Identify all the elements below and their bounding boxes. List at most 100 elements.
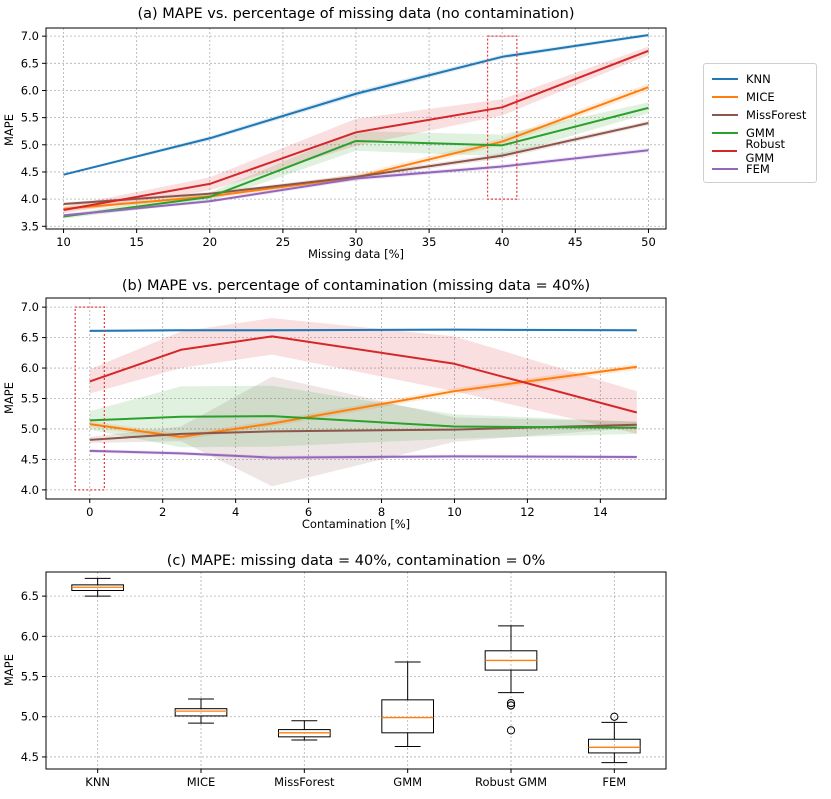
panel-b-band-mice (89, 363, 637, 440)
panel-a-ytick-label: 6.0 (21, 83, 39, 97)
panel-a-xtick-label: 30 (349, 235, 364, 249)
panel-a-ytick-label: 4.5 (21, 165, 39, 179)
legend-label-fem: FEM (746, 162, 770, 176)
panel-a-xtick-label: 40 (495, 235, 510, 249)
panel-b-line-gmm (89, 415, 637, 429)
panel-a-xtick-label: 35 (422, 235, 437, 249)
legend-swatch-gmm (712, 132, 738, 134)
legend-label-missforest: MissForest (746, 108, 807, 122)
panel-a-line-missforest (63, 122, 649, 206)
panel-a-ylabel: MAPE (2, 114, 16, 146)
panel-a-ytick-label: 7.0 (21, 29, 39, 43)
panel-b-ytick-label: 5.5 (21, 392, 39, 406)
panel-c-outlier-fem (610, 712, 619, 721)
legend-item-missforest: MissForest (712, 106, 806, 124)
panel-a-ytick-label: 6.5 (21, 56, 39, 70)
panel-b-ylabel: MAPE (2, 382, 16, 414)
legend-item-mice: MICE (712, 88, 775, 106)
panel-c-outlier-robust-gmm (506, 726, 516, 735)
panel-a-ytick-label: 4.0 (21, 192, 39, 206)
panel-c-axes-frame (45, 571, 667, 770)
panel-c-xtick-label-mice: MICE (187, 775, 216, 789)
legend: KNN MICE MissForest GMM Robust GMM FEM (703, 63, 817, 183)
panel-a-line-knn (63, 34, 649, 176)
panel-a-band-knn (63, 33, 649, 176)
legend-item-robust-gmm: Robust GMM (712, 137, 816, 165)
panel-c-box-fem (588, 738, 641, 754)
panel-a-title: (a) MAPE vs. percentage of missing data … (137, 6, 574, 22)
panel-c-xtick-label-robust-gmm: Robust GMM (475, 775, 547, 789)
panel-a-ytick-label: 5.5 (21, 111, 39, 125)
panel-b-xtick-label: 0 (86, 505, 93, 519)
legend-swatch-mice (712, 96, 738, 98)
panel-c-boxplot-chart: (c) MAPE: missing data = 40%, contaminat… (2, 553, 667, 789)
panel-b-line-robust-gmm (89, 335, 638, 414)
panel-b-ytick-label: 4.5 (21, 452, 39, 466)
panel-a-band-robust-gmm (63, 46, 649, 214)
panel-c-outlier-robust-gmm (506, 701, 516, 710)
panel-a-xtick-label: 20 (202, 235, 217, 249)
panel-b-line-knn (89, 328, 637, 332)
panel-c-title: (c) MAPE: missing data = 40%, contaminat… (167, 553, 545, 569)
panel-b-ytick-label: 5.0 (21, 422, 39, 436)
panel-a-xtick-label: 45 (568, 235, 583, 249)
panel-b-xtick-label: 2 (159, 505, 166, 519)
legend-item-fem: FEM (712, 160, 770, 178)
panel-c-box-mice (174, 708, 228, 717)
panel-a-line-robust-gmm (63, 49, 649, 211)
panel-c-ytick-label: 5.5 (21, 670, 39, 684)
panel-b-xtick-label: 10 (447, 505, 462, 519)
legend-label-gmm: GMM (746, 126, 775, 140)
panel-a-xtick-label: 25 (276, 235, 291, 249)
legend-swatch-missforest (712, 114, 738, 116)
panel-c-xtick-label-fem: FEM (602, 775, 626, 789)
panel-b-line-mice (89, 365, 637, 438)
panel-b-highlight-box (74, 306, 105, 491)
panel-a-xlabel: Missing data [%] (308, 247, 404, 261)
panel-b-line-missforest (89, 423, 637, 441)
panel-b-axes-frame (45, 297, 667, 500)
panel-b-xtick-label: 14 (593, 505, 608, 519)
legend-label-robust-gmm: Robust GMM (745, 137, 786, 165)
panel-b-xtick-label: 8 (378, 505, 385, 519)
panel-c-ytick-label: 5.0 (21, 710, 39, 724)
panel-b-band-robust-gmm (89, 318, 637, 434)
panel-a-line-fem (63, 149, 649, 217)
panel-b-ytick-label: 4.0 (21, 483, 39, 497)
panel-b-xlabel: Contamination [%] (302, 517, 410, 531)
panel-c-ytick-label: 4.5 (21, 750, 39, 764)
panel-c-ytick-label: 6.0 (21, 629, 39, 643)
panel-a-xtick-label: 50 (641, 235, 656, 249)
panel-b-ytick-label: 6.5 (21, 331, 39, 345)
panel-a-band-gmm (63, 102, 649, 219)
panel-c-xtick-label-knn: KNN (85, 775, 110, 789)
panel-c-ytick-label: 6.5 (21, 589, 39, 603)
legend-item-knn: KNN (712, 70, 771, 88)
panel-b-xtick-label: 12 (520, 505, 535, 519)
legend-item-gmm: GMM (712, 124, 775, 142)
legend-label-mice: MICE (746, 90, 775, 104)
panel-b-xtick-label: 4 (232, 505, 239, 519)
legend-label-knn: KNN (746, 72, 771, 86)
panel-c-ylabel: MAPE (2, 654, 16, 686)
panel-a-missing-data-chart: (a) MAPE vs. percentage of missing data … (2, 6, 667, 261)
legend-swatch-fem (712, 168, 738, 170)
panel-a-band-fem (63, 148, 649, 218)
panel-c-box-gmm (381, 699, 435, 734)
panel-b-line-fem (89, 449, 637, 459)
panel-b-xtick-label: 6 (305, 505, 312, 519)
panel-a-xtick-label: 10 (56, 235, 71, 249)
panel-b-ytick-label: 7.0 (21, 300, 39, 314)
panel-c-xtick-label-missforest: MissForest (274, 775, 335, 789)
panel-c-outlier-robust-gmm (506, 698, 516, 708)
panel-b-contamination-chart: (b) MAPE vs. percentage of contamination… (2, 278, 667, 531)
panel-a-line-gmm (63, 106, 649, 218)
panel-a-axes-frame (45, 27, 667, 230)
panel-c-xtick-label-gmm: GMM (393, 775, 422, 789)
panel-b-title: (b) MAPE vs. percentage of contamination… (122, 278, 590, 294)
panel-b-ytick-label: 6.0 (21, 361, 39, 375)
panel-a-ytick-label: 3.5 (21, 219, 39, 233)
panel-a-xtick-label: 15 (129, 235, 144, 249)
legend-swatch-robust-gmm (712, 150, 738, 152)
